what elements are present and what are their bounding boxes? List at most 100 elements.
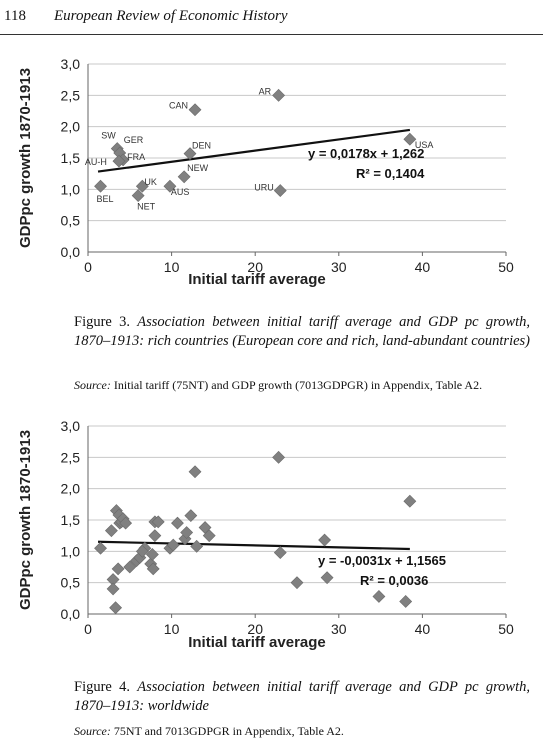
fig4-data-point [109, 601, 123, 615]
fig3-point-label: NEW [187, 163, 209, 173]
figure-3-caption-text: Association between initial tariff avera… [74, 314, 531, 349]
fig3-data-point [183, 147, 197, 161]
figure-4-chart: 0,0 0,5 1,0 1,5 2,0 2,5 3,0 0 10 20 30 40 50 Initial … [17, 418, 514, 651]
fig4-y-tick-label: 0,5 [61, 575, 81, 591]
fig4-data-point [111, 562, 125, 576]
fig3-point-label: FRA [127, 152, 145, 162]
fig3-x-axis-label: Initial tariff average [188, 271, 326, 288]
figure-3-caption: Figure 3. Association between initial ta… [74, 313, 530, 351]
figure-3-source-label: Source: [74, 378, 111, 392]
figure-3-chart: 0,0 0,5 1,0 1,5 2,0 2,5 3,0 0 10 20 30 40 50 Initial … [17, 56, 514, 288]
fig4-data-point [119, 516, 133, 530]
fig4-data-point [94, 541, 107, 555]
fig4-data-point [104, 524, 118, 538]
page-number: 118 [4, 8, 26, 24]
page-header: 118 European Review of Economic History [0, 6, 543, 32]
fig4-data-point [372, 590, 386, 603]
fig3-point-label: SW [101, 131, 116, 141]
fig4-y-tick-label: 1,0 [61, 543, 81, 559]
fig3-y-tick-label: 3,0 [61, 56, 81, 72]
fig3-x-tick-label: 20 [247, 259, 263, 275]
figure-4-caption-text: Association between initial tariff avera… [74, 679, 531, 714]
fig3-y-tick-label: 2,0 [61, 119, 81, 135]
fig4-data-point [290, 576, 304, 590]
fig4-r-squared: R² = 0,0036 [360, 573, 428, 588]
fig4-data-point [399, 595, 413, 608]
fig4-data-point [145, 548, 159, 561]
fig4-x-tick-label: 10 [164, 621, 180, 637]
fig3-data-point [272, 88, 286, 102]
fig3-x-tick-label: 30 [331, 259, 347, 275]
fig3-point-label: CAN [169, 101, 188, 111]
fig4-data-point [318, 533, 332, 547]
fig3-point-label: AR [259, 86, 272, 96]
fig4-x-tick-label: 20 [247, 621, 263, 637]
figure-4-caption: Figure 4. Association between initial ta… [74, 678, 530, 716]
fig4-y-tick-label: 1,5 [61, 512, 81, 528]
fig4-x-tick-label: 0 [84, 621, 92, 637]
fig4-data-point [166, 538, 180, 552]
fig3-trendline [97, 128, 411, 173]
figure-4-label: Figure 4. [74, 679, 130, 695]
fig4-data-point [146, 562, 160, 576]
fig3-y-tick-label: 2,5 [61, 87, 81, 103]
fig3-data-point [177, 170, 191, 184]
fig3-y-tick-label: 1,5 [61, 150, 81, 166]
fig3-point-label: NET [137, 202, 156, 212]
fig4-x-tick-label: 50 [498, 621, 514, 637]
fig4-data-point [171, 516, 184, 530]
fig3-point-label: DEN [192, 141, 211, 151]
fig4-trend-equation: y = -0,0031x + 1,1565 [318, 553, 446, 568]
fig4-data-point [190, 539, 204, 553]
figure-3-label: Figure 3. [74, 314, 130, 330]
fig3-point-label: AU-H [85, 157, 107, 167]
fig4-data-point [106, 582, 120, 596]
fig4-y-tick-label: 3,0 [61, 418, 81, 434]
fig3-data-point [188, 103, 202, 117]
fig3-data-point [163, 179, 177, 193]
fig3-point-label: BEL [97, 194, 114, 204]
fig4-data-point [272, 450, 286, 464]
fig3-data-point [94, 179, 107, 193]
fig3-data-point [112, 154, 126, 168]
header-rule [0, 34, 543, 35]
fig4-y-tick-label: 2,0 [61, 481, 81, 497]
figure-3-source-text: Initial tariff (75NT) and GDP growth (70… [113, 378, 483, 392]
figure-4-source: Source: 75NT and 7013GDPGR in Appendix, … [74, 724, 530, 739]
fig4-data-point [151, 515, 165, 529]
fig4-data-point [184, 509, 198, 523]
fig3-x-tick-label: 50 [498, 259, 514, 275]
fig4-data-point [123, 560, 137, 574]
fig3-r-squared: R² = 0,1404 [356, 166, 425, 181]
fig3-trend-equation: y = 0,0178x + 1,262 [308, 146, 424, 161]
fig4-y-tick-label: 0,0 [61, 606, 81, 622]
fig3-data-point [273, 184, 287, 198]
figure-3-source: Source: Initial tariff (75NT) and GDP gr… [74, 378, 530, 393]
fig3-point-label: URU [254, 183, 274, 193]
fig3-data-point [135, 179, 149, 193]
fig3-x-tick-label: 40 [415, 259, 431, 275]
fig4-trendline [98, 540, 410, 551]
fig3-data-point [403, 132, 417, 146]
fig3-y-tick-label: 0,5 [61, 213, 81, 229]
fig4-data-point [320, 571, 334, 585]
fig3-y-tick-label: 1,0 [61, 181, 81, 197]
fig3-point-label: AUS [171, 187, 190, 197]
fig4-data-point [188, 465, 202, 479]
fig4-data-point [202, 529, 216, 543]
fig3-x-tick-label: 10 [164, 259, 180, 275]
fig3-data-point [131, 189, 145, 203]
fig4-x-tick-label: 40 [415, 621, 431, 637]
journal-title: European Review of Economic History [54, 8, 288, 24]
figure-4-source-label: Source: [74, 724, 111, 738]
fig4-data-point [180, 526, 194, 539]
fig3-point-label: UK [144, 177, 157, 187]
fig3-y-axis-label: GDPpc growth 1870-1913 [17, 68, 34, 248]
fig4-x-tick-label: 30 [331, 621, 347, 637]
fig4-y-tick-label: 2,5 [61, 449, 81, 465]
fig3-point-label: USA [415, 140, 434, 150]
fig3-y-tick-label: 0,0 [61, 244, 81, 260]
figure-4-source-text: 75NT and 7013GDPGR in Appendix, Table A2… [113, 724, 344, 738]
fig4-x-axis-label: Initial tariff average [188, 634, 326, 651]
fig4-data-point [135, 544, 149, 558]
